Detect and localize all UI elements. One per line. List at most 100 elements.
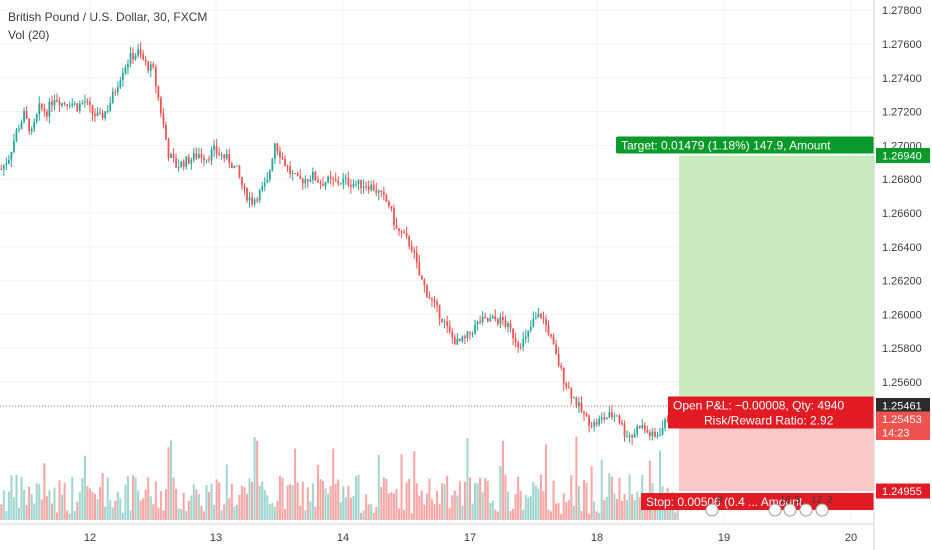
- volume-bar: [91, 491, 94, 520]
- svg-text:14:23: 14:23: [882, 428, 910, 440]
- chart-title: British Pound / U.S. Dollar, 30, FXCM: [8, 10, 208, 24]
- candle-body: [63, 103, 66, 105]
- candle-body: [159, 97, 162, 114]
- volume-bar: [316, 464, 319, 520]
- volume-bar: [504, 474, 507, 520]
- volume-bar: [266, 495, 269, 520]
- price-axis[interactable]: 1.278001.276001.274001.272001.270001.268…: [882, 5, 922, 389]
- candle-body: [175, 158, 177, 168]
- volume-bar: [360, 513, 363, 520]
- volume-bar: [276, 500, 279, 520]
- volume-bar: [253, 437, 256, 520]
- volume-bar: [124, 484, 127, 520]
- candle-body: [595, 422, 598, 425]
- candle-body: [542, 317, 545, 319]
- volume-bar: [261, 481, 264, 520]
- candle-body: [177, 166, 180, 168]
- price-tick-label: 1.26200: [882, 276, 922, 288]
- candle-body: [605, 417, 608, 420]
- candle-body: [144, 59, 147, 62]
- volume-bar: [494, 509, 497, 520]
- event-badge: 12: [799, 495, 823, 517]
- volume-bar: [636, 491, 639, 520]
- candle-body: [362, 186, 365, 189]
- candle-body: [395, 224, 398, 229]
- volume-bar: [565, 502, 568, 520]
- candle-body: [350, 185, 352, 187]
- candle-body: [139, 49, 142, 55]
- volume-bar: [230, 484, 233, 520]
- volume-bar: [220, 510, 223, 520]
- stop-label[interactable]: Stop: 0.00506 (0.4 ... Amount: [641, 493, 874, 511]
- candle-body: [170, 153, 172, 158]
- volume-bar: [213, 504, 216, 520]
- candle-body: [238, 165, 241, 177]
- volume-bar: [185, 510, 188, 520]
- volume-bar: [309, 501, 312, 520]
- candle-body: [104, 111, 107, 118]
- candle-body: [147, 61, 150, 71]
- candle-body: [405, 232, 408, 237]
- volume-bar: [603, 500, 606, 520]
- volume-bar: [588, 513, 591, 520]
- volume-bar: [400, 454, 403, 520]
- candle-body: [456, 339, 459, 345]
- candle-body: [30, 128, 33, 132]
- volume-bar: [301, 481, 304, 520]
- volume-bar: [418, 495, 421, 520]
- volume-bar: [628, 474, 631, 520]
- candle-body: [71, 103, 74, 106]
- volume-bar: [354, 476, 357, 520]
- volume-bar: [598, 513, 601, 520]
- volume-bar: [142, 498, 145, 520]
- volume-bar: [147, 477, 150, 520]
- candle-body: [271, 158, 274, 171]
- candle-body: [38, 103, 41, 115]
- candle-body: [380, 190, 383, 192]
- volume-bar: [66, 510, 69, 520]
- candle-body: [304, 179, 307, 184]
- target-label[interactable]: Target: 0.01479 (1.18%) 147.9, Amount: [616, 136, 874, 154]
- candle-body: [309, 179, 312, 182]
- candle-body: [352, 183, 355, 187]
- volume-bar: [225, 464, 228, 520]
- candle-body: [448, 325, 451, 333]
- volume-bar: [362, 510, 365, 520]
- candle-body: [600, 417, 603, 419]
- candle-body: [205, 159, 208, 161]
- volume-bars: [0, 436, 679, 520]
- volume-bar: [550, 511, 553, 520]
- volume-bar: [522, 509, 525, 520]
- candle-body: [441, 318, 443, 322]
- candle-body: [408, 236, 411, 247]
- candle-body: [230, 163, 233, 169]
- volume-bar: [585, 482, 588, 520]
- volume-bar: [390, 492, 393, 520]
- volume-bar: [111, 507, 114, 520]
- volume-bar: [61, 494, 64, 520]
- candle-body: [593, 422, 596, 427]
- candle-body: [132, 52, 134, 60]
- candle-body: [519, 346, 522, 348]
- candle-body: [149, 64, 152, 71]
- candle-body: [208, 159, 210, 161]
- candle-body: [661, 428, 664, 435]
- volume-bar: [99, 486, 102, 520]
- candle-body: [423, 279, 426, 286]
- volume-bar: [38, 484, 41, 520]
- candle-body: [517, 342, 520, 347]
- time-axis[interactable]: 12 13 14 17 18 19 20: [84, 532, 857, 544]
- candle-body: [431, 298, 433, 300]
- candle-body: [628, 435, 631, 437]
- volume-bar: [620, 500, 624, 520]
- candle-body: [664, 419, 666, 429]
- event-badge-count: 12: [811, 495, 823, 506]
- candle-body: [246, 188, 248, 201]
- event-badges[interactable]: 8 16 5 12 2: [705, 495, 833, 517]
- candle-body: [187, 156, 190, 164]
- candle-body: [464, 336, 466, 338]
- volume-bar: [458, 481, 461, 520]
- volume-bar: [17, 507, 21, 520]
- open-pl-label[interactable]: Open P&L: −0.00008, Qty: 4940 Risk/Rewar…: [668, 396, 874, 429]
